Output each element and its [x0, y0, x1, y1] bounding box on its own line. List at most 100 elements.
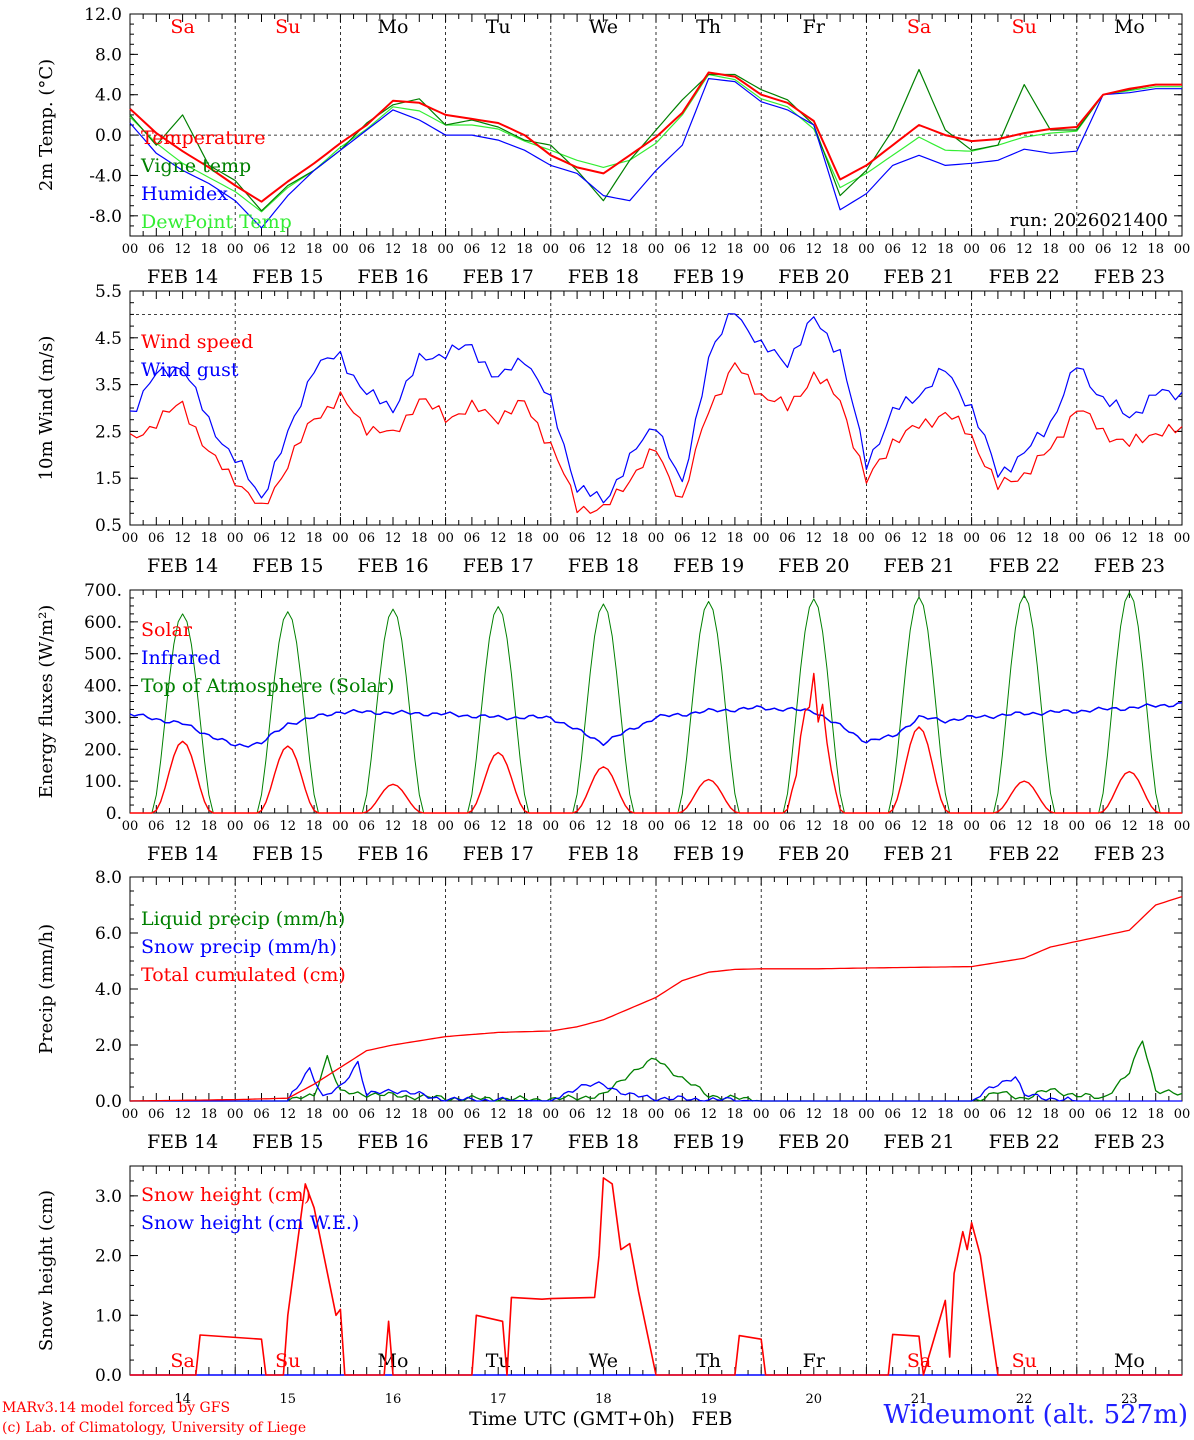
credit-line-2: (c) Lab. of Climatology, University of L… — [2, 1420, 307, 1436]
hour-tick-label: 06 — [569, 1107, 586, 1122]
hour-tick-label: 00 — [227, 819, 244, 834]
day-name-label: Su — [1012, 1350, 1037, 1372]
hour-tick-label: 18 — [937, 819, 954, 834]
date-label: FEB 22 — [989, 843, 1060, 865]
hour-tick-label: 06 — [148, 819, 165, 834]
hour-tick-label: 06 — [779, 242, 796, 257]
series-line-humidex — [129, 77, 1182, 229]
series-line-wind-gust — [129, 313, 1183, 504]
hour-tick-label: 00 — [332, 531, 349, 546]
date-label: FEB 22 — [989, 266, 1060, 288]
day-name-label: Mo — [378, 16, 409, 38]
hour-tick-label: 12 — [1121, 531, 1138, 546]
hour-tick-label: 06 — [464, 531, 481, 546]
hour-tick-label: 06 — [358, 242, 375, 257]
date-label: FEB 15 — [252, 843, 323, 865]
y-tick-label: 3.5 — [95, 376, 122, 396]
hour-tick-label: 12 — [595, 242, 612, 257]
hour-tick-label: 18 — [1042, 819, 1059, 834]
day-name-label: Tu — [486, 1350, 511, 1372]
hour-tick-label: 06 — [569, 819, 586, 834]
hour-tick-label: 18 — [201, 819, 218, 834]
legend-item: Snow height (cm W.E.) — [141, 1212, 359, 1234]
panel-wind: 0.5 1.5 2.5 3.5 4.5 5.5 10m Wind (m/s) 00 06 12 18… — [36, 282, 1190, 577]
hour-tick-label: 00 — [227, 242, 244, 257]
hour-tick-label: 12 — [595, 1107, 612, 1122]
hour-tick-label: 12 — [1016, 531, 1033, 546]
date-label: FEB 14 — [147, 843, 218, 865]
hour-tick-label: 00 — [858, 1107, 875, 1122]
hour-tick-label: 06 — [884, 1107, 901, 1122]
date-label: FEB 14 — [147, 1131, 218, 1153]
y-tick-label: 600. — [84, 613, 122, 633]
panel-flux: 0. 100. 200. 300. 400. 500. 600. 700. Energy flu… — [36, 581, 1190, 865]
hour-tick-label: 18 — [411, 1107, 428, 1122]
y-axis-label: 2m Temp. (°C) — [36, 59, 57, 191]
hour-tick-label: 18 — [832, 531, 849, 546]
hour-tick-label: 00 — [1069, 1107, 1086, 1122]
hour-tick-label: 18 — [621, 531, 638, 546]
hour-tick-label: 12 — [174, 531, 191, 546]
hour-tick-label: 00 — [122, 1107, 139, 1122]
hour-tick-label: 00 — [437, 531, 454, 546]
hour-tick-label: 12 — [700, 531, 717, 546]
hour-tick-label: 18 — [1147, 531, 1164, 546]
hour-tick-label: 00 — [963, 242, 980, 257]
date-label: FEB 15 — [252, 555, 323, 577]
series-line-infrared — [129, 702, 1183, 748]
y-tick-label: 2.0 — [95, 1036, 122, 1056]
date-label: FEB 22 — [989, 1131, 1060, 1153]
hour-tick-label: 18 — [621, 819, 638, 834]
hour-tick-label: 06 — [358, 531, 375, 546]
day-number-label: 23 — [1121, 1392, 1138, 1407]
date-label: FEB 18 — [568, 1131, 639, 1153]
hour-tick-label: 12 — [174, 242, 191, 257]
date-label: FEB 17 — [463, 266, 534, 288]
day-name-label: We — [589, 1350, 618, 1372]
hour-tick-label: 06 — [1095, 1107, 1112, 1122]
day-name-label: Sa — [907, 16, 931, 38]
hour-tick-label: 00 — [753, 242, 770, 257]
hour-tick-label: 18 — [937, 242, 954, 257]
date-label: FEB 14 — [147, 266, 218, 288]
series-line-temperature — [129, 71, 1182, 203]
hour-tick-label: 00 — [1069, 531, 1086, 546]
legend-item: Top of Atmosphere (Solar) — [141, 675, 394, 697]
y-tick-label: 12.0 — [84, 5, 122, 25]
y-tick-label: 400. — [84, 677, 122, 697]
date-label: FEB 17 — [463, 555, 534, 577]
hour-tick-label: 12 — [1016, 242, 1033, 257]
hour-tick-label: 06 — [569, 531, 586, 546]
panel-snow: 0.0 1.0 2.0 3.0 Snow height (cm) Sa 14 Su 15 Mo 16… — [36, 1165, 1183, 1430]
hour-tick-label: 06 — [253, 531, 270, 546]
date-label: FEB 15 — [252, 1131, 323, 1153]
date-label: FEB 22 — [989, 555, 1060, 577]
y-tick-label: 1.5 — [95, 469, 122, 489]
hour-tick-label: 12 — [280, 242, 297, 257]
hour-tick-label: 00 — [332, 819, 349, 834]
hour-tick-label: 12 — [806, 242, 823, 257]
hour-tick-label: 12 — [595, 531, 612, 546]
date-label: FEB 20 — [778, 1131, 849, 1153]
hour-tick-label: 18 — [306, 819, 323, 834]
y-tick-label: 0.5 — [95, 516, 122, 536]
series-line-dewpoint-temp — [129, 73, 1182, 213]
hour-tick-label: 06 — [884, 242, 901, 257]
hour-tick-label: 06 — [990, 531, 1007, 546]
y-axis-label: Energy fluxes (W/m²) — [36, 605, 57, 799]
hour-tick-label: 00 — [543, 819, 560, 834]
hour-tick-label: 12 — [280, 819, 297, 834]
day-number-label: 21 — [911, 1392, 928, 1407]
series-line-total-cumulated-cm- — [129, 895, 1183, 1102]
hour-tick-label: 00 — [1174, 531, 1191, 546]
date-label: FEB 23 — [1094, 555, 1165, 577]
month-label: FEB — [691, 1408, 732, 1430]
hour-tick-label: 06 — [358, 819, 375, 834]
series-line-snow-height-cm- — [130, 1177, 1182, 1376]
hour-tick-label: 00 — [753, 819, 770, 834]
hour-tick-label: 12 — [1121, 1107, 1138, 1122]
station-title: Wideumont (alt. 527m) — [883, 1400, 1188, 1430]
hour-tick-label: 18 — [937, 531, 954, 546]
hour-tick-label: 12 — [490, 819, 507, 834]
